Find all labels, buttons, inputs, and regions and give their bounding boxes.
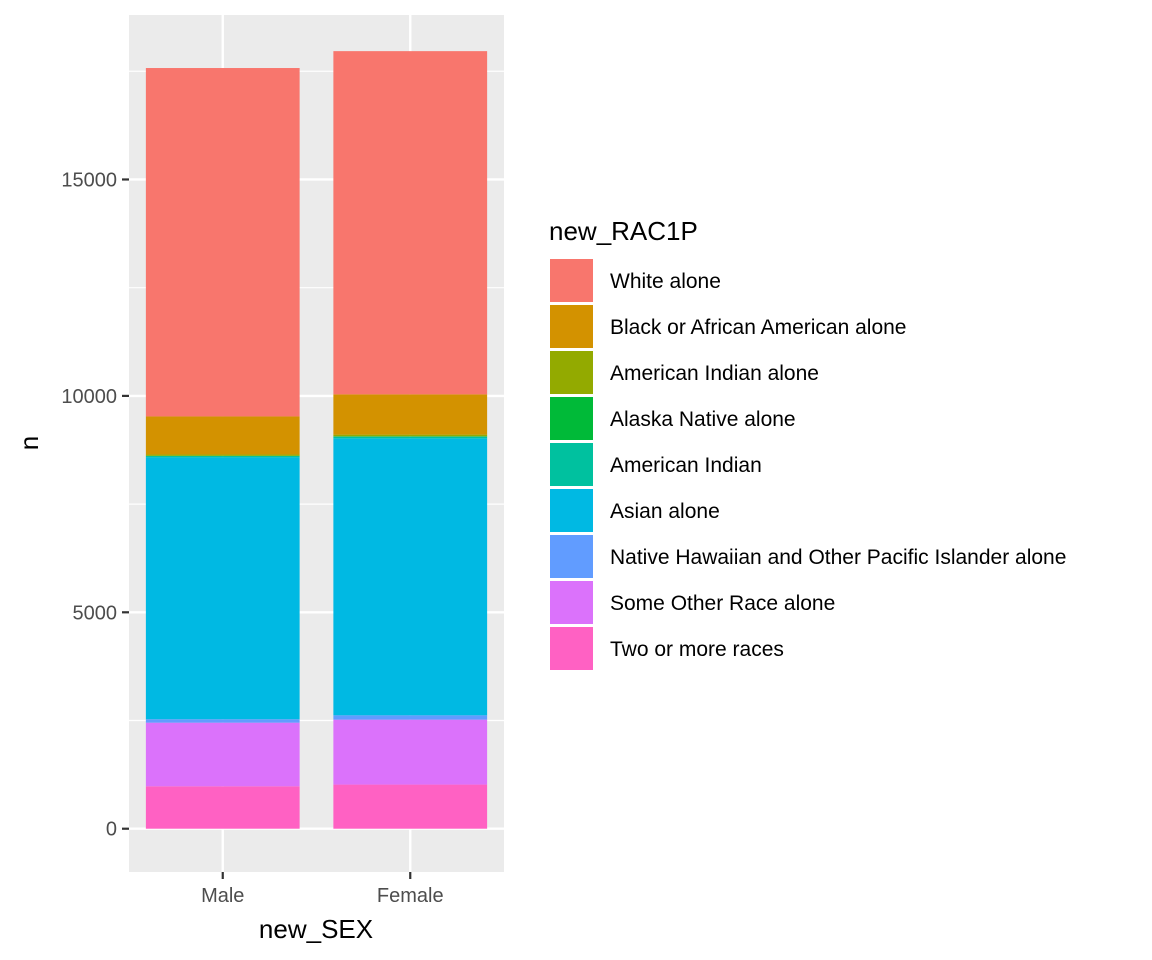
bar-segment-female-american-indian-alone	[333, 434, 488, 437]
legend-label: Some Other Race alone	[610, 592, 835, 615]
bar-segment-female-asian-alone	[333, 438, 488, 716]
x-tick-label: Female	[377, 885, 444, 907]
legend-label: Alaska Native alone	[610, 408, 796, 431]
bar-segment-female-black-or-african-american-alone	[333, 394, 488, 435]
legend-label: Black or African American alone	[610, 316, 906, 339]
legend-key	[550, 259, 593, 302]
bar-segment-male-american-indian	[145, 456, 300, 458]
bar-segment-female-two-or-more-races	[333, 784, 488, 829]
legend-label: Two or more races	[610, 638, 784, 661]
x-tick-label: Male	[201, 885, 244, 907]
x-axis: Male Female	[201, 872, 444, 907]
bar-segment-female-native-hawaiian-and-other-pacific-islander-alone	[333, 715, 488, 720]
x-axis-title: new_SEX	[259, 914, 373, 944]
y-tick-label: 5000	[73, 602, 118, 624]
bar-segment-female-white-alone	[333, 51, 488, 395]
bar-segment-female-some-other-race-alone	[333, 719, 488, 785]
bar-segment-male-two-or-more-races	[145, 786, 300, 829]
legend-key	[550, 535, 593, 578]
legend-title: new_RAC1P	[549, 216, 698, 246]
bar-segment-male-native-hawaiian-and-other-pacific-islander-alone	[145, 719, 300, 723]
legend-key	[550, 627, 593, 670]
y-tick-label: 15000	[61, 169, 117, 191]
y-tick-label: 10000	[61, 386, 117, 408]
y-axis: 0 5000 10000 15000	[61, 169, 129, 841]
y-tick-label: 0	[106, 819, 117, 841]
legend-key	[550, 489, 593, 532]
legend-label: White alone	[610, 270, 721, 293]
bars	[145, 51, 488, 829]
legend-key	[550, 397, 593, 440]
legend-label: Asian alone	[610, 500, 720, 523]
legend-label: American Indian alone	[610, 362, 819, 385]
legend-key	[550, 581, 593, 624]
legend-label: Native Hawaiian and Other Pacific Island…	[610, 546, 1066, 569]
bar-segment-male-american-indian-alone	[145, 454, 300, 456]
bar-segment-male-asian-alone	[145, 457, 300, 720]
bar-segment-male-white-alone	[145, 68, 300, 417]
y-axis-title: n	[14, 436, 44, 450]
legend-label: American Indian	[610, 454, 762, 477]
bar-segment-male-black-or-african-american-alone	[145, 416, 300, 455]
bar-segment-male-some-other-race-alone	[145, 722, 300, 787]
legend-key	[550, 305, 593, 348]
legend-key	[550, 351, 593, 394]
legend: new_RAC1P White alone Black or African Am…	[549, 216, 1066, 670]
bar-segment-female-american-indian	[333, 436, 488, 439]
legend-key	[550, 443, 593, 486]
